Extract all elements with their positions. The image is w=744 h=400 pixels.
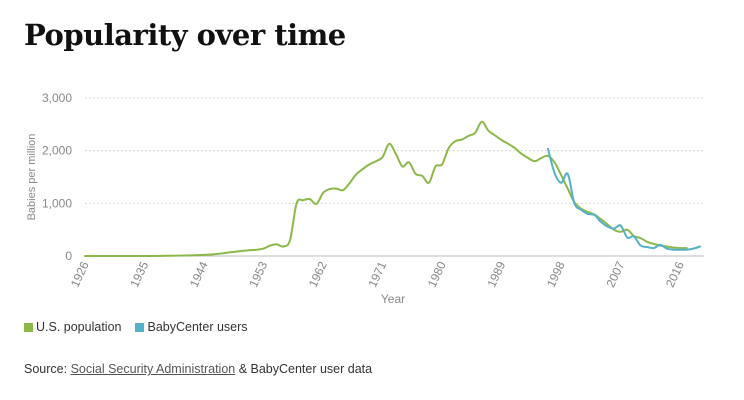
chart-legend: U.S. population BabyCenter users — [24, 320, 248, 334]
y-tick-label-3000: 3,000 — [42, 91, 72, 105]
y-tick-label-0: 0 — [65, 249, 72, 263]
series-line-babycenter-users — [546, 147, 701, 251]
x-tick-label-1998: 1998 — [544, 259, 568, 289]
source-note: Source: Social Security Administration &… — [24, 362, 372, 376]
x-tick-label-2007: 2007 — [603, 259, 627, 289]
legend-label-babycenter-users: BabyCenter users — [147, 320, 248, 334]
legend-item-babycenter-users[interactable]: BabyCenter users — [135, 320, 248, 334]
x-tick-label-1953: 1953 — [246, 259, 270, 289]
x-tick-label-1926: 1926 — [68, 259, 92, 289]
x-tick-label-1935: 1935 — [127, 259, 151, 289]
x-tick-label-2016: 2016 — [663, 259, 687, 289]
y-tick-label-2000: 2,000 — [42, 144, 72, 158]
x-tick-label-1980: 1980 — [425, 259, 449, 289]
source-prefix: Source: — [24, 362, 71, 376]
y-axis-label: Babies per million — [26, 134, 38, 221]
x-tick-label-1971: 1971 — [365, 259, 389, 289]
legend-swatch-babycenter-users — [135, 322, 145, 332]
legend-item-us-population[interactable]: U.S. population — [24, 320, 121, 334]
x-axis-label: Year — [381, 292, 405, 306]
x-tick-label-1962: 1962 — [306, 259, 330, 289]
y-tick-label-1000: 1,000 — [42, 196, 72, 210]
x-tick-label-1989: 1989 — [484, 259, 508, 289]
series-line-u-s-population — [84, 120, 688, 257]
page-title: Popularity over time — [24, 18, 346, 52]
line-chart: 0 1,000 2,000 3,000 1926 1935 1944 1953 1962 1971… — [26, 91, 704, 306]
x-tick-label-1944: 1944 — [187, 259, 211, 289]
source-suffix: & BabyCenter user data — [235, 362, 373, 376]
legend-label-us-population: U.S. population — [36, 320, 122, 334]
source-link[interactable]: Social Security Administration — [70, 362, 236, 376]
legend-swatch-us-population — [24, 322, 33, 332]
